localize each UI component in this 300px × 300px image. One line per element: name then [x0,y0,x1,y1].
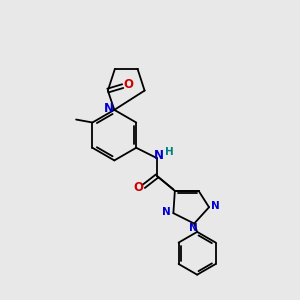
Text: N: N [163,207,171,217]
Text: N: N [104,102,114,115]
Text: N: N [154,149,164,162]
Text: O: O [123,78,133,91]
Text: O: O [133,182,143,194]
Text: N: N [211,201,220,211]
Text: H: H [164,147,173,157]
Text: N: N [189,223,198,233]
